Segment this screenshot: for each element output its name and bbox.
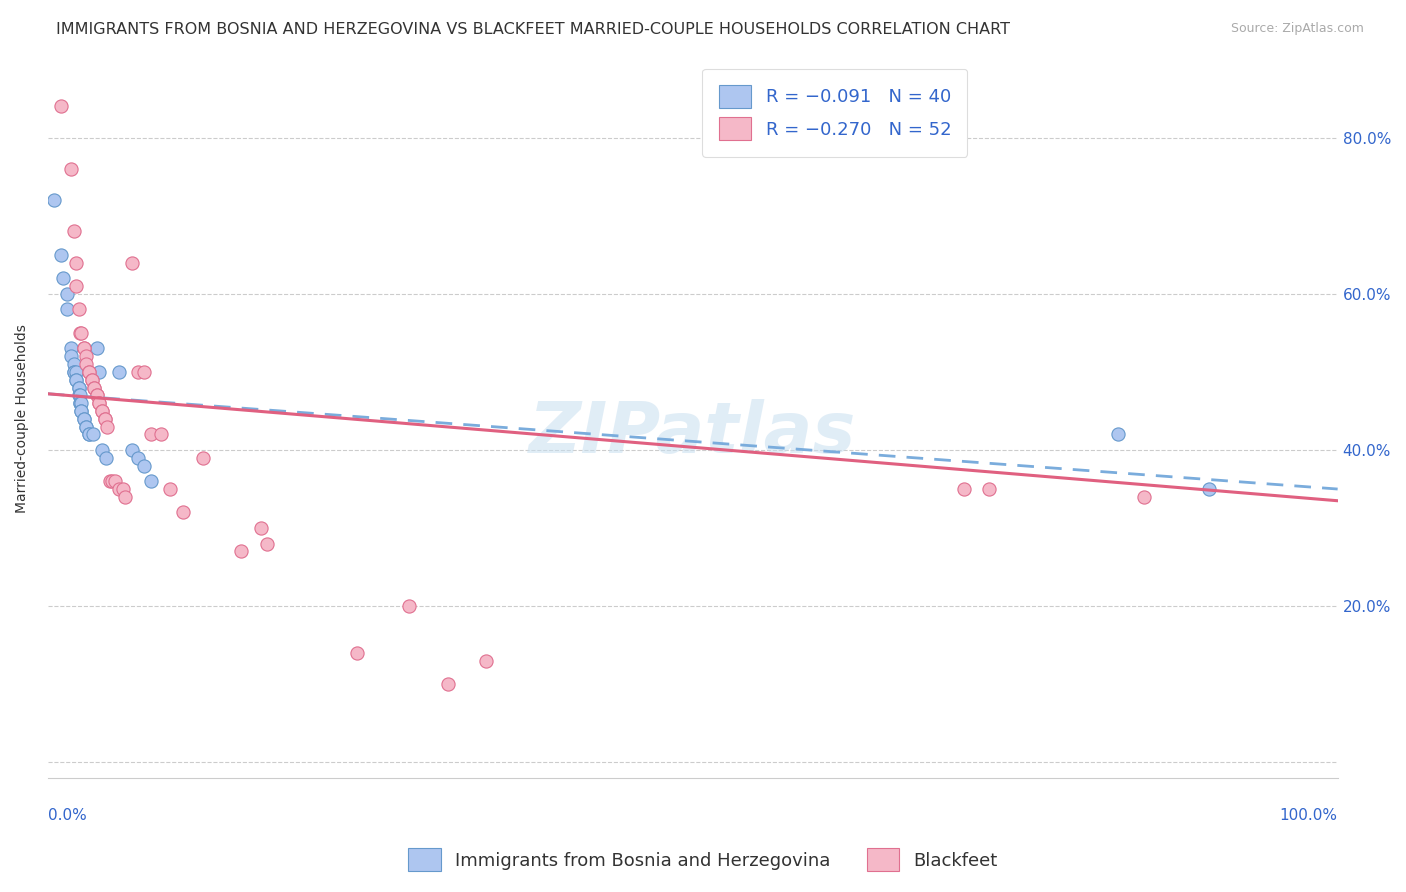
Point: [127, 365, 149, 379]
Point: [346, 646, 368, 660]
Point: [70, 326, 93, 340]
Point: [62, 224, 84, 238]
Point: [89, 365, 111, 379]
Point: [52, 271, 75, 285]
Point: [90, 442, 112, 457]
Point: [77, 427, 100, 442]
Point: [111, 482, 134, 496]
Point: [436, 677, 458, 691]
Legend: Immigrants from Bosnia and Herzegovina, Blackfeet: Immigrants from Bosnia and Herzegovina, …: [401, 841, 1005, 879]
Point: [67, 380, 90, 394]
Point: [65, 365, 87, 379]
Point: [1198, 482, 1220, 496]
Point: [121, 255, 143, 269]
Y-axis label: Married-couple Households: Married-couple Households: [15, 325, 30, 513]
Point: [70, 404, 93, 418]
Point: [70, 404, 93, 418]
Point: [93, 411, 115, 425]
Text: ZIPatlas: ZIPatlas: [529, 399, 856, 467]
Point: [70, 396, 93, 410]
Point: [75, 419, 97, 434]
Point: [475, 654, 498, 668]
Point: [80, 373, 103, 387]
Point: [65, 279, 87, 293]
Point: [65, 373, 87, 387]
Point: [159, 482, 181, 496]
Point: [75, 357, 97, 371]
Point: [44, 193, 66, 207]
Text: 0.0%: 0.0%: [48, 808, 87, 823]
Point: [134, 365, 156, 379]
Point: [73, 342, 96, 356]
Point: [83, 380, 105, 394]
Point: [96, 419, 118, 434]
Point: [101, 474, 124, 488]
Point: [107, 365, 129, 379]
Text: IMMIGRANTS FROM BOSNIA AND HERZEGOVINA VS BLACKFEET MARRIED-COUPLE HOUSEHOLDS CO: IMMIGRANTS FROM BOSNIA AND HERZEGOVINA V…: [56, 22, 1011, 37]
Point: [139, 474, 162, 488]
Point: [256, 537, 278, 551]
Point: [86, 388, 108, 402]
Point: [69, 388, 91, 402]
Point: [49, 248, 72, 262]
Point: [67, 380, 90, 394]
Point: [94, 450, 117, 465]
Point: [62, 357, 84, 371]
Point: [249, 521, 271, 535]
Point: [191, 450, 214, 465]
Text: Source: ZipAtlas.com: Source: ZipAtlas.com: [1230, 22, 1364, 36]
Point: [89, 396, 111, 410]
Point: [69, 396, 91, 410]
Point: [104, 474, 127, 488]
Point: [114, 490, 136, 504]
Point: [398, 599, 420, 614]
Point: [67, 302, 90, 317]
Point: [75, 349, 97, 363]
Point: [69, 396, 91, 410]
Point: [49, 99, 72, 113]
Point: [75, 419, 97, 434]
Point: [134, 458, 156, 473]
Point: [139, 427, 162, 442]
Point: [1133, 490, 1156, 504]
Point: [86, 342, 108, 356]
Point: [98, 474, 121, 488]
Point: [62, 365, 84, 379]
Point: [59, 342, 82, 356]
Point: [83, 380, 105, 394]
Point: [77, 365, 100, 379]
Point: [80, 373, 103, 387]
Point: [952, 482, 974, 496]
Point: [90, 404, 112, 418]
Point: [89, 396, 111, 410]
Point: [979, 482, 1001, 496]
Point: [56, 286, 79, 301]
Point: [73, 342, 96, 356]
Point: [65, 373, 87, 387]
Point: [65, 255, 87, 269]
Point: [1107, 427, 1129, 442]
Point: [93, 411, 115, 425]
Point: [90, 404, 112, 418]
Point: [82, 427, 104, 442]
Point: [231, 544, 253, 558]
Point: [67, 388, 90, 402]
Point: [107, 482, 129, 496]
Point: [59, 349, 82, 363]
Point: [56, 302, 79, 317]
Point: [62, 365, 84, 379]
Text: 100.0%: 100.0%: [1279, 808, 1337, 823]
Point: [150, 427, 173, 442]
Legend: R = −0.091   N = 40, R = −0.270   N = 52: R = −0.091 N = 40, R = −0.270 N = 52: [703, 69, 967, 157]
Point: [69, 326, 91, 340]
Point: [127, 450, 149, 465]
Point: [73, 411, 96, 425]
Point: [77, 365, 100, 379]
Point: [86, 388, 108, 402]
Point: [59, 161, 82, 176]
Point: [121, 442, 143, 457]
Point: [73, 411, 96, 425]
Point: [172, 506, 194, 520]
Point: [77, 427, 100, 442]
